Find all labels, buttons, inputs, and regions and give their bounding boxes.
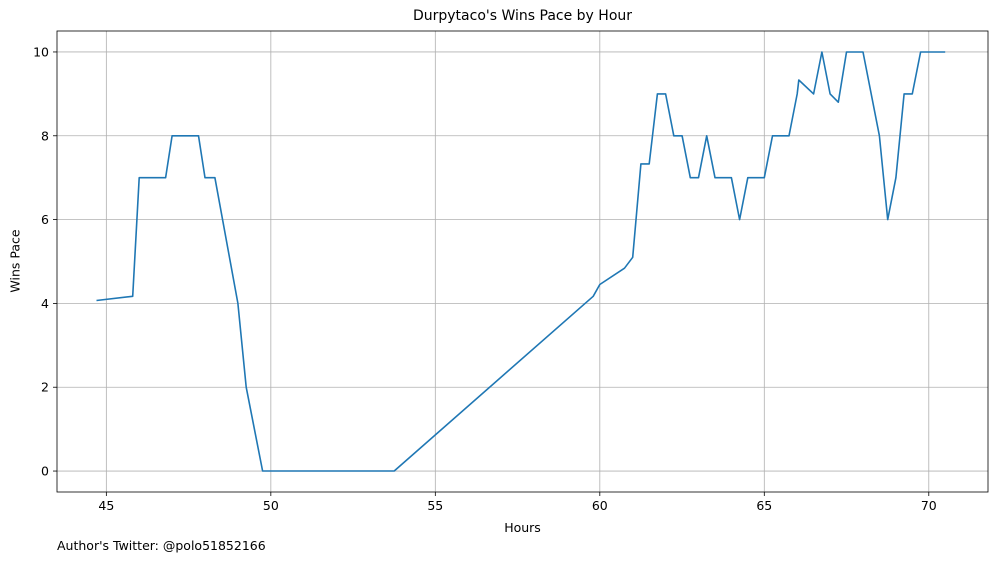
y-tick-label: 6 [41,212,49,227]
y-tick-label: 4 [41,296,49,311]
y-axis-label: Wins Pace [7,229,23,293]
x-tick-label: 70 [921,498,937,513]
y-tick-label: 8 [41,128,49,143]
x-tick-label: 55 [427,498,443,513]
x-axis-label: Hours [504,520,541,535]
series-line [96,51,946,472]
y-tick-label: 0 [41,464,49,479]
chart-title: Durpytaco's Wins Pace by Hour [412,8,633,24]
x-tick-label: 65 [756,498,772,513]
x-tick-label: 50 [263,498,279,513]
y-tick-label: 2 [41,380,49,395]
plot-frame [56,30,989,493]
y-tick-label: 10 [33,44,49,59]
x-tick-label: 60 [592,498,608,513]
author-footnote: Author's Twitter: @polo51852166 [57,538,266,553]
x-tick-label: 45 [98,498,114,513]
